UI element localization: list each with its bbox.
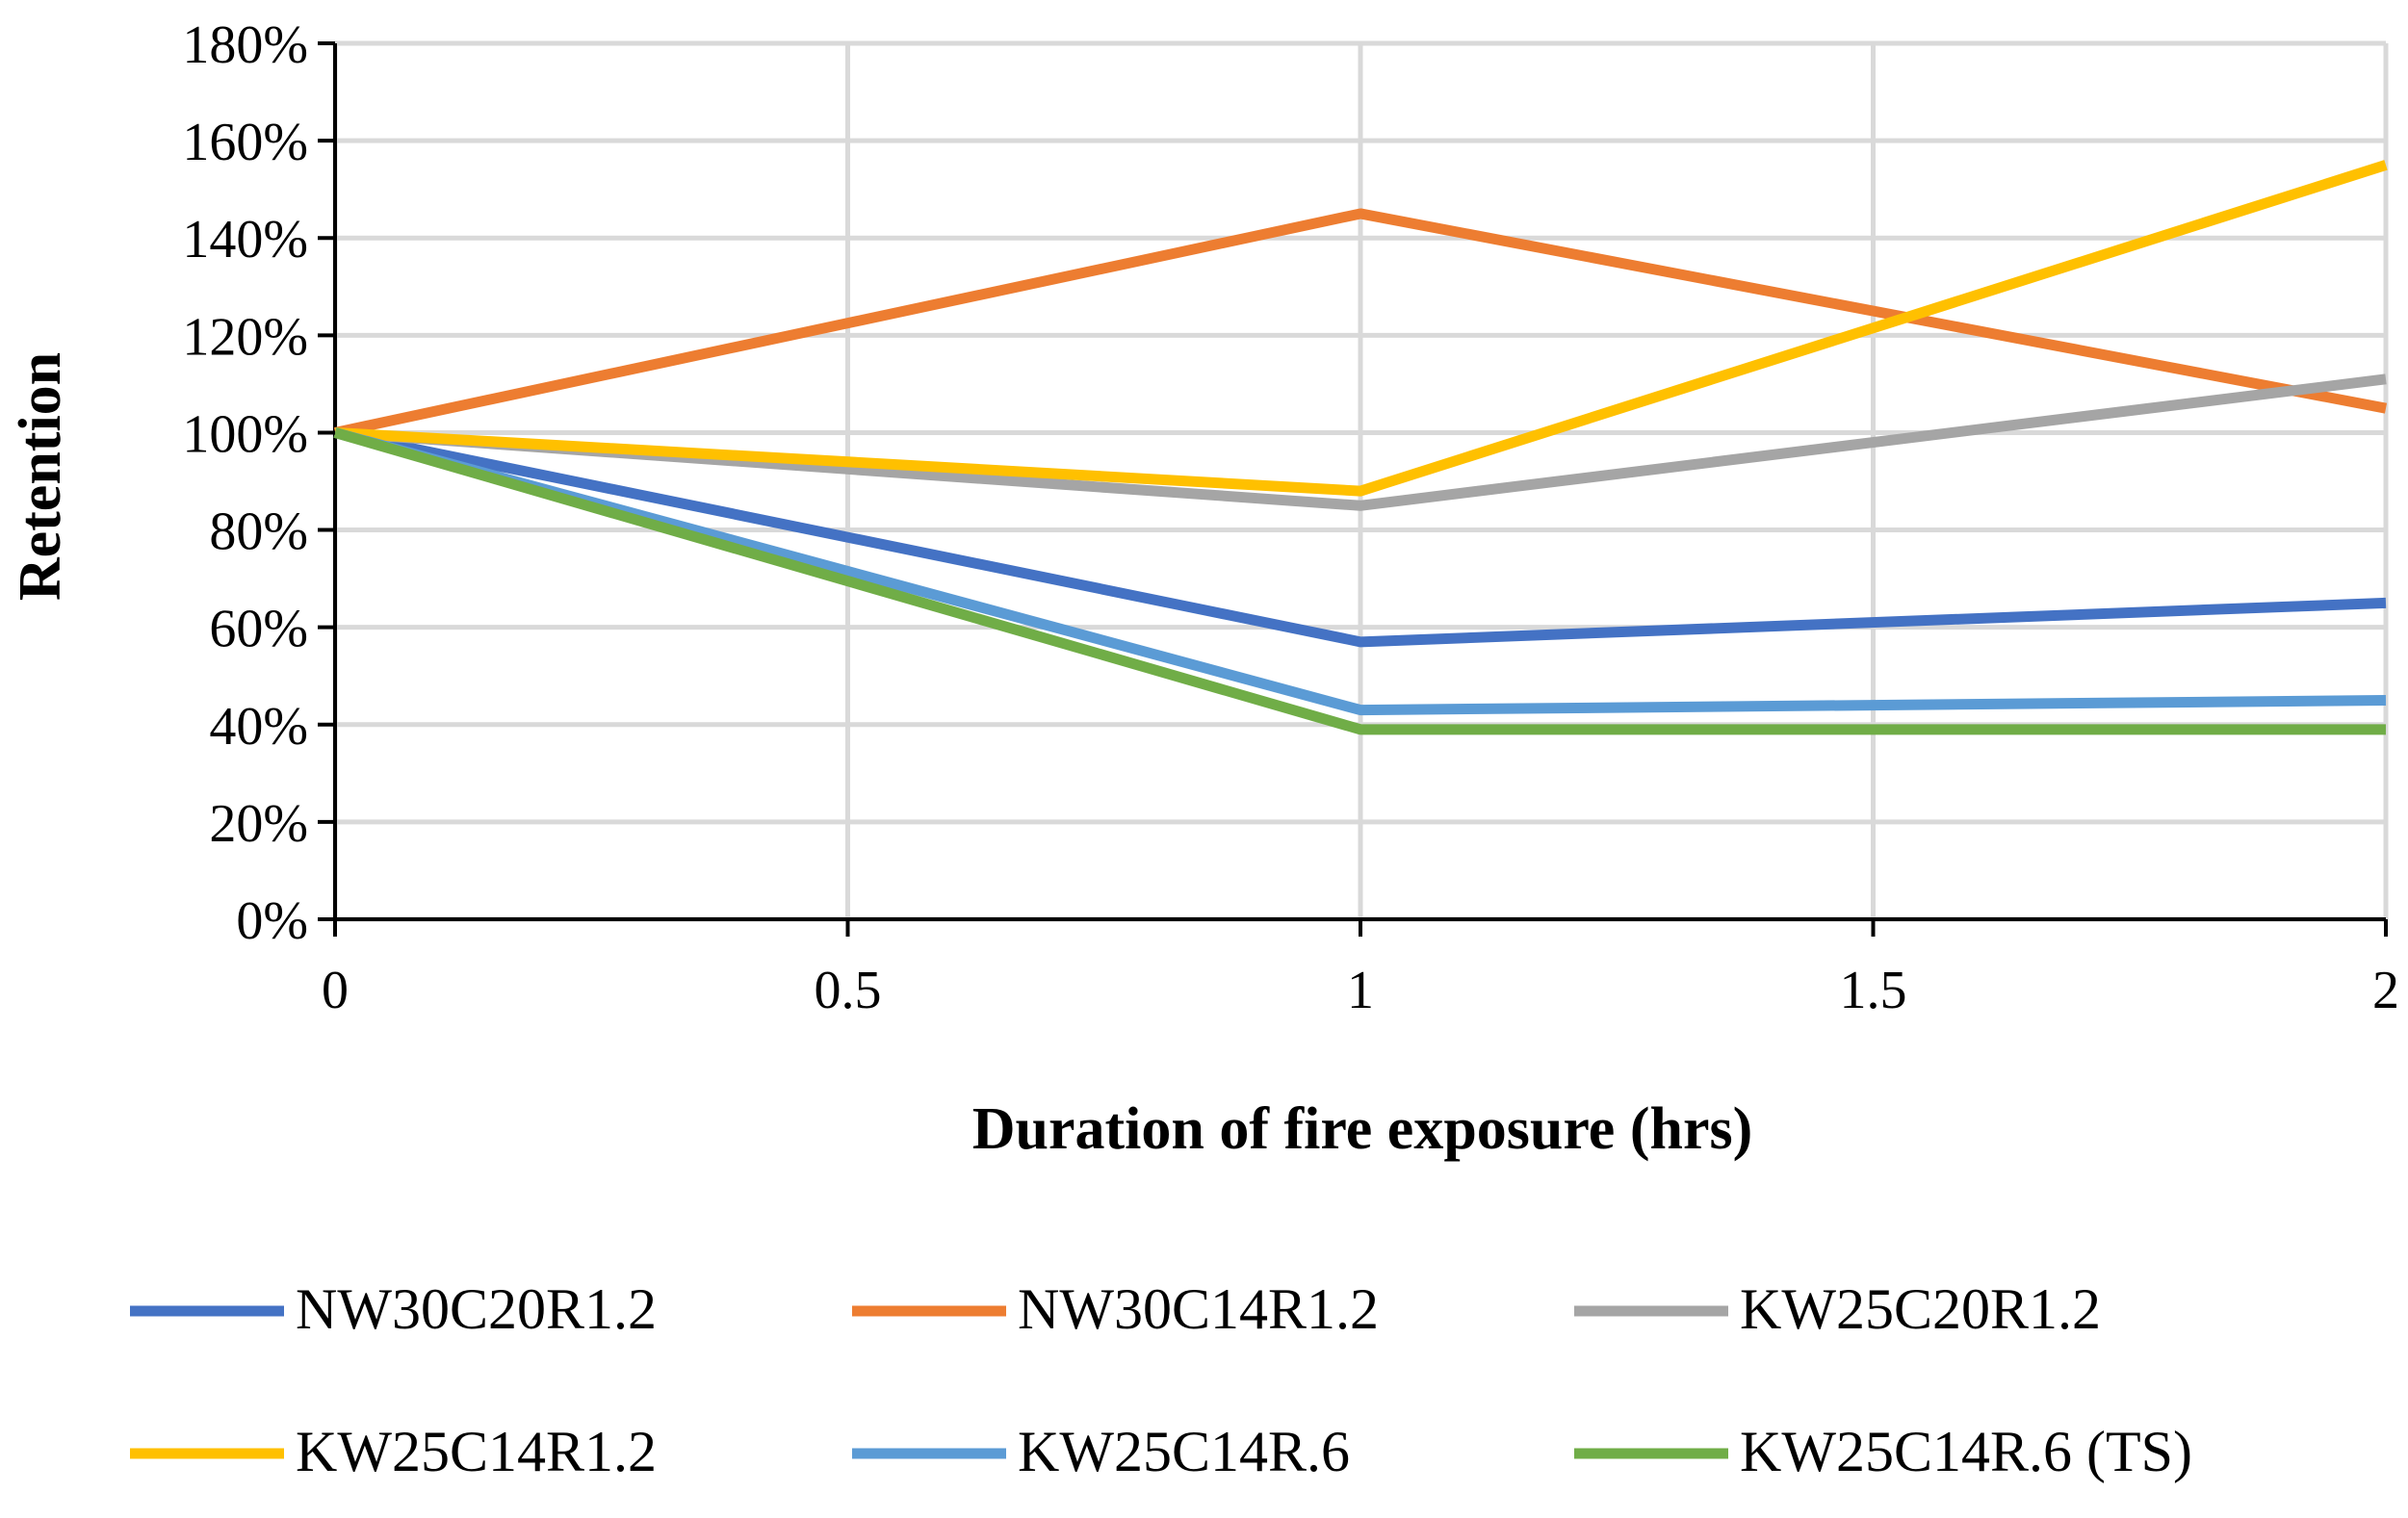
legend-label: KW25C20R1.2 [1740,1277,2101,1341]
y-tick-label: 60% [209,600,308,659]
x-tick-label: 0 [322,961,349,1020]
series-line-kw25c14r1-2 [334,160,2388,497]
y-axis-title: Retention [8,352,73,601]
legend-item: KW25C14R.6 [852,1420,1350,1483]
series-line-kw25c14r-6 [333,427,2387,716]
y-tick-label: 20% [209,794,308,854]
x-tick-label: 1.5 [1840,961,1907,1020]
x-tick-label: 1 [1347,961,1374,1020]
y-tick-label: 180% [182,15,308,75]
y-tick-label: 40% [209,697,308,757]
series-line-nw30c20r1-2 [333,427,2387,648]
legend-item: NW30C14R1.2 [852,1277,1379,1341]
y-tick-label: 0% [236,891,308,951]
legend-item: NW30C20R1.2 [130,1277,657,1341]
x-tick-label: 2 [2372,961,2399,1020]
legend-item: KW25C20R1.2 [1574,1277,2101,1341]
x-axis-ticks: 0 0.5 1 1.5 2 [322,919,2399,1020]
y-tick-label: 160% [182,113,308,172]
grid [332,40,2389,922]
legend-label: NW30C14R1.2 [1018,1277,1379,1341]
series-layer [333,160,2388,735]
x-axis-title: Duration of fire exposure (hrs) [972,1096,1753,1162]
y-tick-label: 80% [209,502,308,562]
x-tick-label: 0.5 [815,961,882,1020]
y-tick-label: 140% [182,210,308,270]
legend-label: KW25C14R1.2 [296,1420,657,1483]
legend-item: KW25C14R.6 (TS) [1574,1420,2192,1483]
y-tick-label: 120% [182,307,308,367]
legend-label: KW25C14R.6 (TS) [1740,1420,2192,1483]
legend-label: KW25C14R.6 [1018,1420,1350,1483]
legend-label: NW30C20R1.2 [296,1277,657,1341]
series-line-kw25c14r-6-ts [333,427,2386,735]
y-tick-label: 100% [182,404,308,464]
legend-item: KW25C14R1.2 [130,1420,657,1483]
y-axis-ticks: 0% 20% 40% 60% 80% 100% 120% 140% 160% 180% [182,15,335,951]
legend: NW30C20R1.2 NW30C14R1.2 KW25C20R1.2 KW25C14… [130,1277,2192,1483]
series-line-nw30c14r1-2 [333,208,2388,438]
